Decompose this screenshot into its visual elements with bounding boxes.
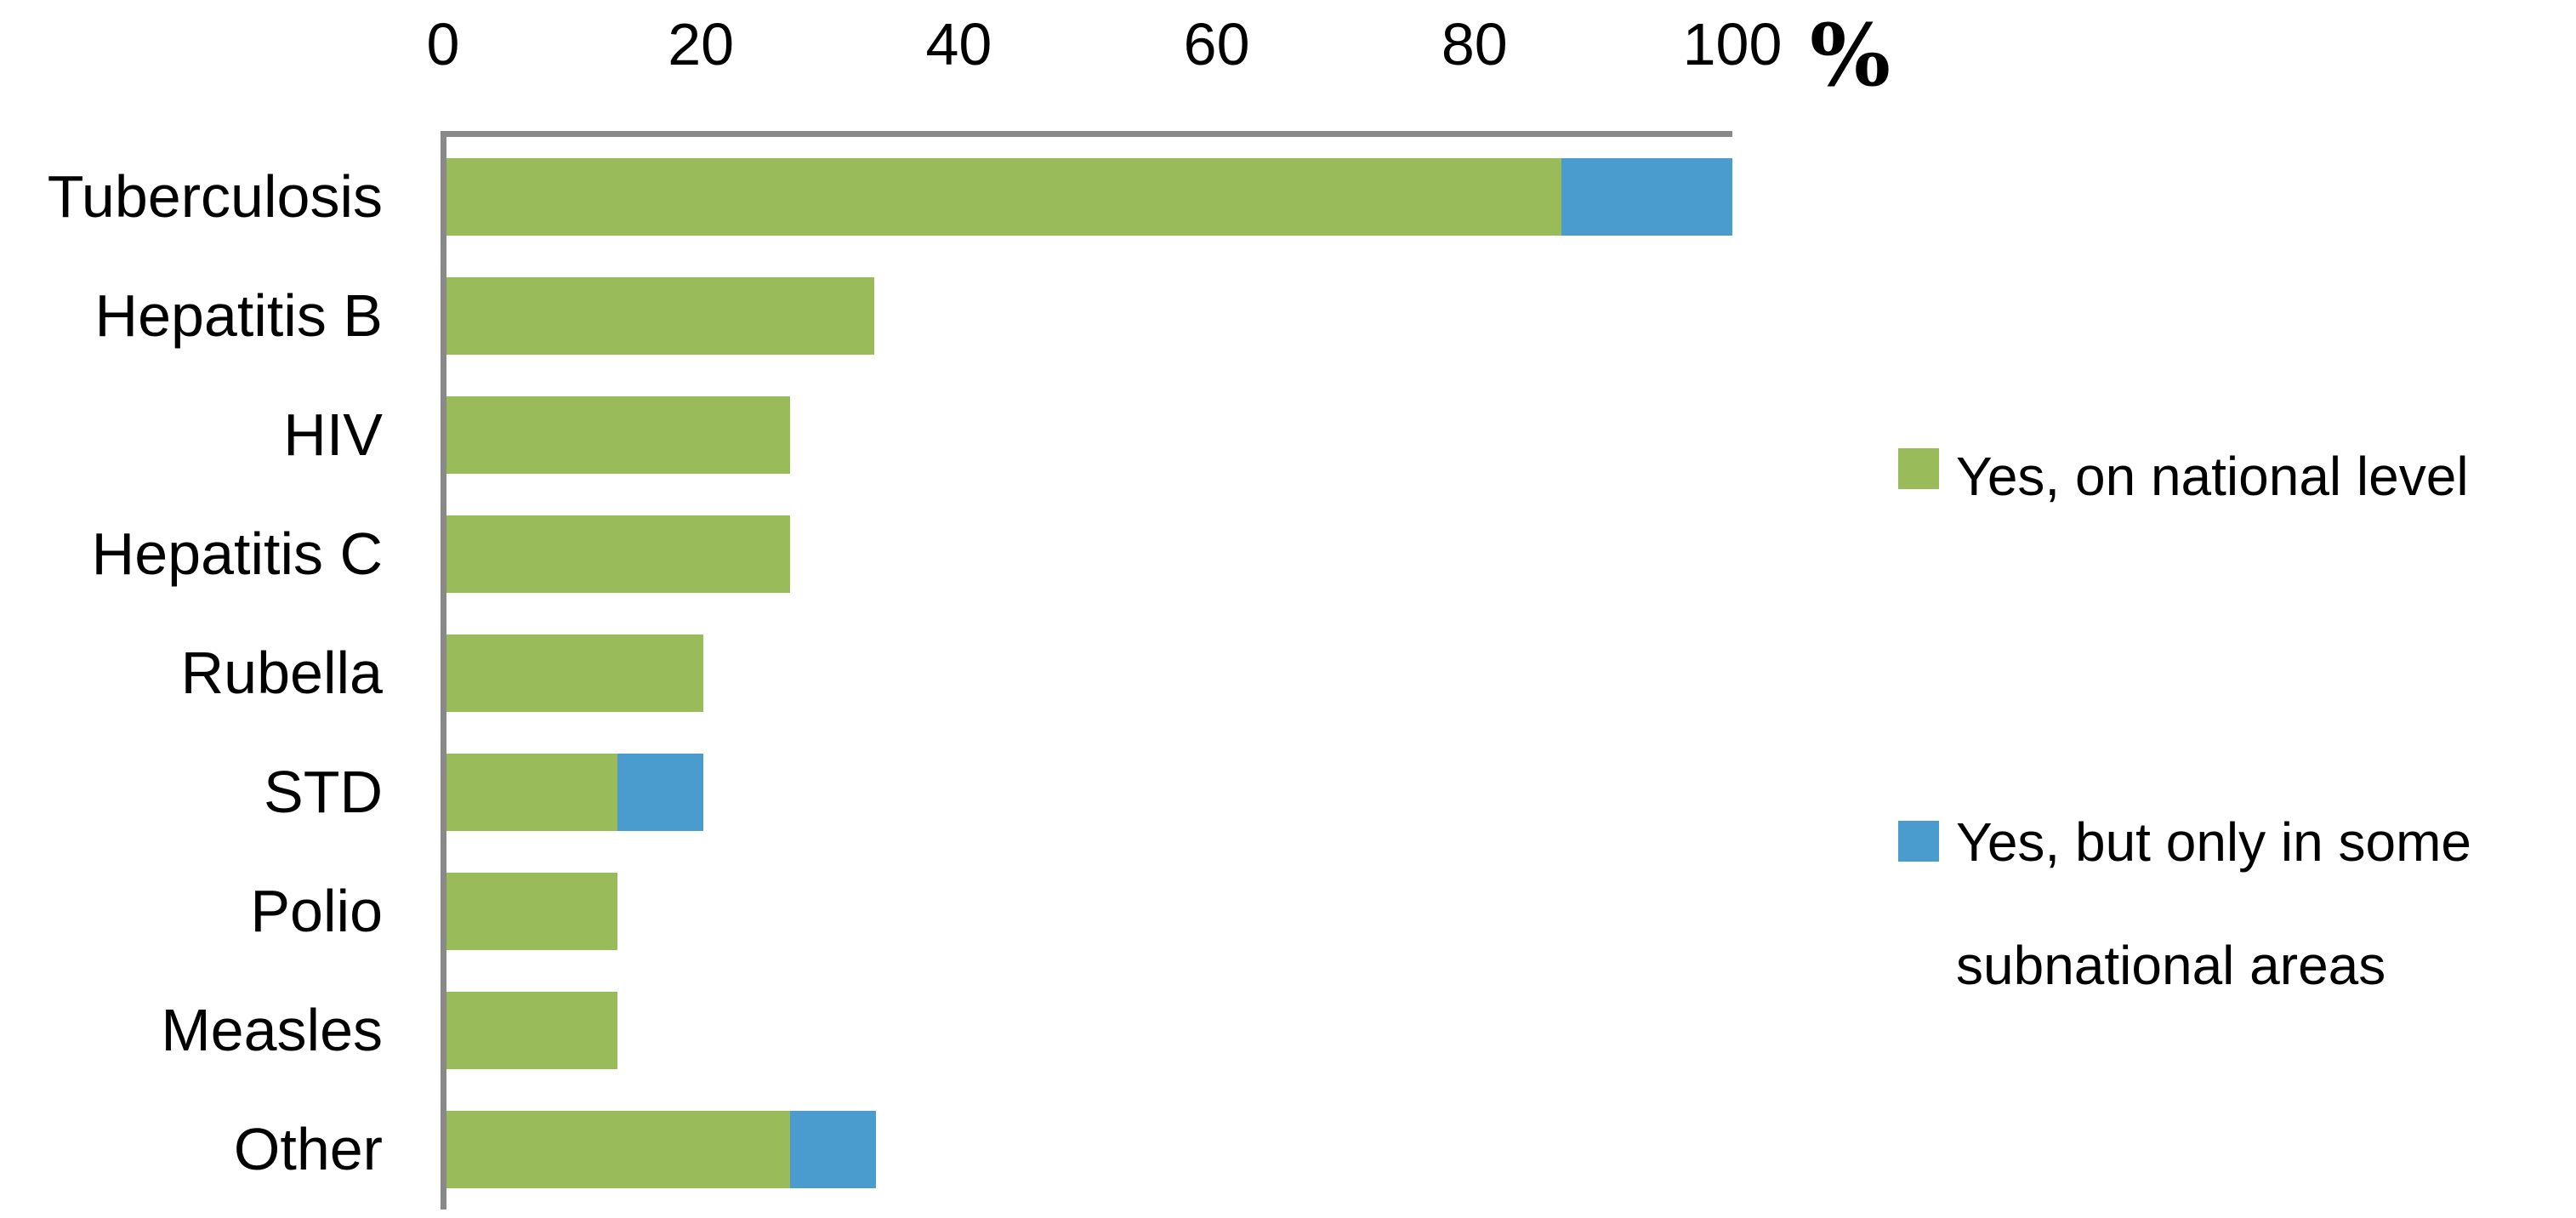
category-label: Other [233, 1116, 383, 1183]
bar-track [446, 873, 1732, 951]
x-tick-label: 80 [1441, 11, 1508, 77]
chart-row: Measles [0, 971, 1732, 1090]
legend-item: Yes, but only in some subnational areas [1898, 811, 2471, 1027]
bar-segment-national [446, 276, 875, 355]
category-label: Tuberculosis [47, 162, 383, 230]
bar-segment-national [446, 754, 618, 832]
chart-row: Hepatitis B [0, 256, 1732, 375]
bar-segment-subnational [789, 1111, 876, 1189]
chart-row: Other [0, 1090, 1732, 1209]
legend-swatch [1898, 821, 1939, 862]
x-tick-label: 0 [426, 11, 460, 77]
x-axis-line [441, 131, 1732, 137]
x-axis-unit-label: % [1810, 5, 1891, 105]
x-tick-label: 60 [1183, 11, 1250, 77]
bar-segment-national [446, 992, 618, 1070]
bar-track [446, 754, 1732, 832]
chart-row: Tuberculosis [0, 137, 1732, 256]
x-tick-label: 100 [1682, 11, 1783, 77]
chart-row: Hepatitis C [0, 494, 1732, 613]
bar-segment-national [446, 873, 618, 951]
x-axis-ticks: 0 20 40 60 80 100 [427, 0, 1783, 128]
bar-segment-national [446, 157, 1561, 236]
chart-row: HIV [0, 375, 1732, 494]
bar-track [446, 515, 1732, 593]
legend-item: Yes, on national level [1898, 438, 2469, 515]
x-tick-label: 40 [925, 11, 992, 77]
bar-segment-national [446, 515, 790, 593]
bar-track [446, 396, 1732, 474]
bar-track [446, 157, 1732, 236]
bar-track [446, 276, 1732, 355]
x-tick-label: 20 [668, 11, 735, 77]
category-label: STD [264, 759, 383, 826]
chart-row: Polio [0, 852, 1732, 971]
legend-swatch [1898, 448, 1939, 489]
bar-segment-national [446, 396, 790, 474]
chart-row: Rubella [0, 613, 1732, 732]
y-axis-line [441, 131, 446, 1209]
category-label: HIV [283, 401, 383, 468]
category-label: Polio [250, 878, 383, 945]
bar-segment-national [446, 634, 704, 712]
category-label: Measles [161, 997, 383, 1064]
bar-segment-national [446, 1111, 790, 1189]
bar-track [446, 992, 1732, 1070]
bar-segment-subnational [1561, 157, 1732, 236]
bar-track [446, 1111, 1732, 1189]
category-label: Hepatitis C [91, 520, 383, 587]
bar-segment-subnational [617, 754, 704, 832]
chart-rows: Tuberculosis Hepatitis B HIV Hepatitis C Rub… [0, 137, 1732, 1209]
bar-track [446, 634, 1732, 712]
legend-label: Yes, but only in some subnational areas [1956, 811, 2471, 996]
category-label: Hepatitis B [94, 282, 383, 349]
chart-row: STD [0, 732, 1732, 851]
category-label: Rubella [180, 639, 383, 706]
legend-label: Yes, on national level [1956, 446, 2469, 507]
